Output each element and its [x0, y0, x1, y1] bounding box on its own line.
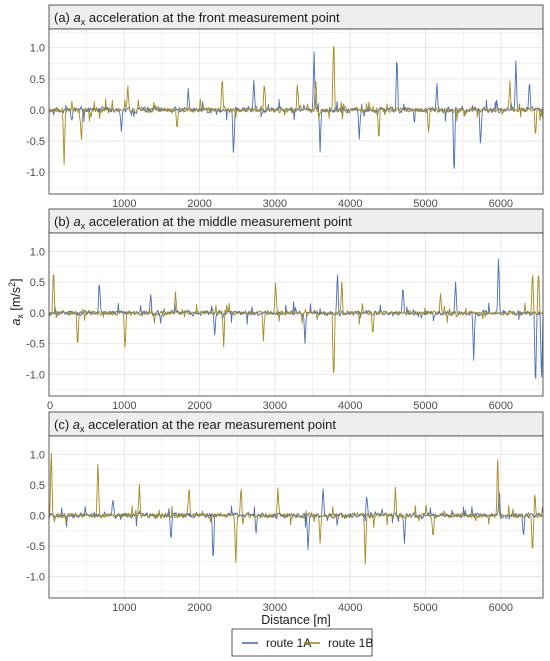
y-axis-subscript: x: [15, 314, 25, 319]
strip-middle-symbol: a: [74, 214, 81, 229]
series-line-middle-route-1b: [48, 274, 544, 373]
y-axis-unit-open: [m/s: [9, 287, 23, 314]
x-tick-label: 5000: [413, 198, 437, 210]
series-rear: [48, 435, 544, 599]
series-line-front-route-1b: [48, 46, 544, 165]
strip-rear-subscript: x: [80, 424, 85, 434]
y-tick-label: 0.0: [30, 510, 45, 522]
y-tick-labels-rear: -1.0 -0.5 0.0 0.5 1.0: [26, 449, 45, 583]
y-tick-labels-front: -1.0 -0.5 0.0 0.5 1.0: [26, 43, 45, 180]
x-tick-labels-middle: 0 1000 2000 3000 4000 5000 6000: [47, 400, 513, 412]
strip-rear-title: (c) ax acceleration at the rear measurem…: [54, 417, 336, 434]
x-tick-label: 6000: [489, 602, 513, 614]
x-tick-label: 4000: [338, 400, 362, 412]
grid-front: [49, 29, 543, 194]
x-tick-label: 6000: [489, 400, 513, 412]
y-axis-unit-power: 2: [7, 282, 17, 287]
strip-front-title: (a) ax acceleration at the front measure…: [54, 10, 340, 27]
legend-label-route-1a: route 1A: [266, 636, 311, 650]
x-tick-label: 5000: [413, 602, 437, 614]
y-tick-labels-middle: -1.0 -0.5 0.0 0.5 1.0: [26, 246, 45, 381]
y-tick-label: -1.0: [26, 572, 45, 584]
series-front: [48, 28, 544, 195]
panel-rear: (c) ax acceleration at the rear measurem…: [26, 411, 544, 614]
y-tick-label: -1.0: [26, 369, 45, 381]
series-middle: [48, 232, 544, 397]
plot-frame: [48, 232, 544, 397]
y-tick-label: -1.0: [26, 167, 45, 179]
panel-front: (a) ax acceleration at the front measure…: [26, 4, 544, 210]
y-tick-label: 0.5: [30, 74, 45, 86]
plot-frame: [48, 435, 544, 599]
x-tick-label: 6000: [489, 198, 513, 210]
y-tick-label: 1.0: [30, 449, 45, 461]
y-tick-label: 0.0: [30, 308, 45, 320]
y-tick-label: -0.5: [26, 541, 45, 553]
y-tick-label: 0.5: [30, 277, 45, 289]
strip-rear: [48, 411, 544, 437]
strip-rear-prefix: (c): [54, 417, 73, 432]
x-tick-label: 1000: [112, 602, 136, 614]
y-axis-title: ax [m/s2]: [7, 278, 25, 325]
x-tick-label: 1000: [112, 400, 136, 412]
y-tick-label: 1.0: [30, 246, 45, 258]
strip-middle-prefix: (b): [54, 214, 74, 229]
x-tick-label: 4000: [338, 198, 362, 210]
x-tick-labels-rear: 1000 2000 3000 4000 5000 6000: [112, 602, 513, 614]
strip-middle-rest: acceleration at the middle measurement p…: [85, 214, 352, 229]
strip-middle-subscript: x: [81, 221, 86, 231]
x-tick-label: 0: [47, 400, 53, 412]
x-tick-label: 3000: [263, 198, 287, 210]
series-line-rear-route-1a: [48, 488, 544, 557]
legend: route 1A route 1B: [231, 628, 373, 657]
strip-middle-title: (b) ax acceleration at the middle measur…: [54, 214, 352, 231]
x-tick-label: 1000: [112, 198, 136, 210]
legend-label-route-1b: route 1B: [328, 636, 373, 650]
y-tick-label: 0.0: [30, 105, 45, 117]
series-line-rear-route-1b: [48, 453, 544, 565]
x-axis-title: Distance [m]: [261, 613, 330, 627]
strip-front-rest: acceleration at the front measurement po…: [85, 10, 340, 25]
x-tick-label: 2000: [187, 400, 211, 412]
x-tick-label: 3000: [263, 602, 287, 614]
strip-rear-symbol: a: [73, 417, 80, 432]
x-tick-label: 2000: [187, 198, 211, 210]
strip-front-subscript: x: [81, 17, 86, 27]
x-tick-label: 4000: [338, 602, 362, 614]
x-tick-label: 3000: [263, 400, 287, 412]
y-tick-label: 0.5: [30, 480, 45, 492]
y-tick-label: -0.5: [26, 136, 45, 148]
strip-front-symbol: a: [74, 10, 81, 25]
y-tick-label: 1.0: [30, 43, 45, 55]
plot-frame: [48, 28, 544, 195]
strip-rear-rest: acceleration at the rear measurement poi…: [85, 417, 337, 432]
strip-front: [48, 4, 544, 30]
x-tick-labels-front: 1000 2000 3000 4000 5000 6000: [112, 198, 513, 210]
y-axis-unit-close: ]: [9, 278, 23, 281]
strip-middle: [48, 208, 544, 234]
y-axis-symbol: a: [9, 319, 23, 326]
x-tick-label: 2000: [187, 602, 211, 614]
strip-front-prefix: (a): [54, 10, 74, 25]
panel-middle: (b) ax acceleration at the middle measur…: [26, 208, 544, 412]
y-tick-label: -0.5: [26, 339, 45, 351]
x-tick-label: 5000: [413, 400, 437, 412]
